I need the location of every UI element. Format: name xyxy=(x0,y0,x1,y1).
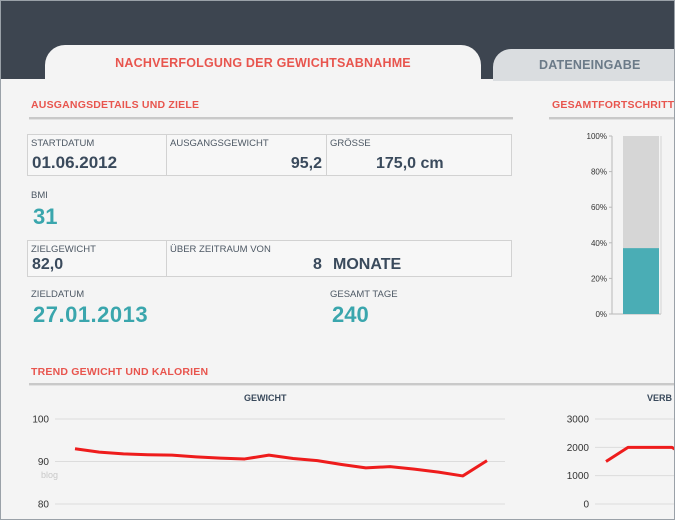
calories-chart: 3000 2000 1000 0 xyxy=(567,415,674,511)
trend-section-title: TREND GEWICHT UND KALORIEN xyxy=(31,366,209,378)
tab-weight-tracking[interactable]: NACHVERFOLGUNG DER GEWICHTSABNAHME xyxy=(45,45,481,81)
tab-data-entry-label: DATENEINGABE xyxy=(539,58,641,72)
progress-tick-label: 100% xyxy=(587,132,607,141)
target-weight-field[interactable]: ZIELGEWICHT 82,0 xyxy=(27,240,167,277)
progress-chart: 0% 20% 40% 60% 80% 100% xyxy=(587,132,662,319)
progress-tick-label: 80% xyxy=(591,168,607,177)
weight-tick-label: 100 xyxy=(32,415,49,426)
target-date-value: 27.01.2013 xyxy=(33,302,149,327)
progress-tick-label: 0% xyxy=(595,310,607,319)
total-days-value: 240 xyxy=(332,302,369,327)
total-days-label: GESAMT TAGE xyxy=(330,289,398,300)
progress-bar-fill xyxy=(623,248,659,314)
calories-tick-label: 0 xyxy=(583,500,589,511)
bmi-label: BMI xyxy=(31,190,48,201)
details-section-divider xyxy=(29,117,513,120)
start-weight-label: AUSGANGSGEWICHT xyxy=(170,138,269,149)
target-weight-label: ZIELGEWICHT xyxy=(31,244,96,255)
weight-chart-title: GEWICHT xyxy=(244,393,287,403)
calories-series-line xyxy=(605,445,674,463)
bmi-value: 31 xyxy=(33,204,58,229)
calories-tick-label: 2000 xyxy=(567,443,590,454)
start-date-value: 01.06.2012 xyxy=(32,153,118,172)
progress-tick-label: 20% xyxy=(591,274,607,283)
target-date-label: ZIELDATUM xyxy=(31,289,85,300)
period-unit: MONATE xyxy=(333,256,402,273)
weight-tick-label: 90 xyxy=(38,457,50,468)
weight-tick-label: 80 xyxy=(38,500,50,511)
target-weight-value: 82,0 xyxy=(32,256,64,273)
calories-tick-label: 3000 xyxy=(567,415,590,426)
progress-section-divider xyxy=(549,117,674,120)
tab-data-entry[interactable]: DATENEINGABE xyxy=(493,49,674,81)
progress-tick-label: 40% xyxy=(591,239,607,248)
period-label: ÜBER ZEITRAUM VON xyxy=(170,244,271,255)
progress-tick-label: 60% xyxy=(591,203,607,212)
period-value: 8 xyxy=(313,256,322,273)
height-value: 175,0 cm xyxy=(376,155,444,172)
height-field[interactable]: GRÖSSE 175,0 cm xyxy=(326,134,512,176)
trend-section-divider xyxy=(29,383,674,386)
details-section-title: AUSGANGSDETAILS UND ZIELE xyxy=(31,99,200,111)
start-date-field[interactable]: STARTDATUM 01.06.2012 xyxy=(27,134,167,176)
calories-tick-label: 1000 xyxy=(567,471,590,482)
weight-chart: 100 90 80 xyxy=(32,415,505,511)
height-label: GRÖSSE xyxy=(330,138,371,149)
watermark-text: blog xyxy=(41,470,59,480)
weight-series-line xyxy=(74,447,488,478)
start-date-label: STARTDATUM xyxy=(31,138,95,149)
tab-weight-tracking-label: NACHVERFOLGUNG DER GEWICHTSABNAHME xyxy=(115,56,411,70)
start-weight-field[interactable]: AUSGANGSGEWICHT 95,2 xyxy=(166,134,327,176)
start-weight-value: 95,2 xyxy=(290,155,322,172)
progress-section-title: GESAMTFORTSCHRITT xyxy=(552,99,675,111)
calories-chart-title: VERB xyxy=(647,393,673,403)
period-field[interactable]: ÜBER ZEITRAUM VON 8 MONATE xyxy=(166,240,512,277)
